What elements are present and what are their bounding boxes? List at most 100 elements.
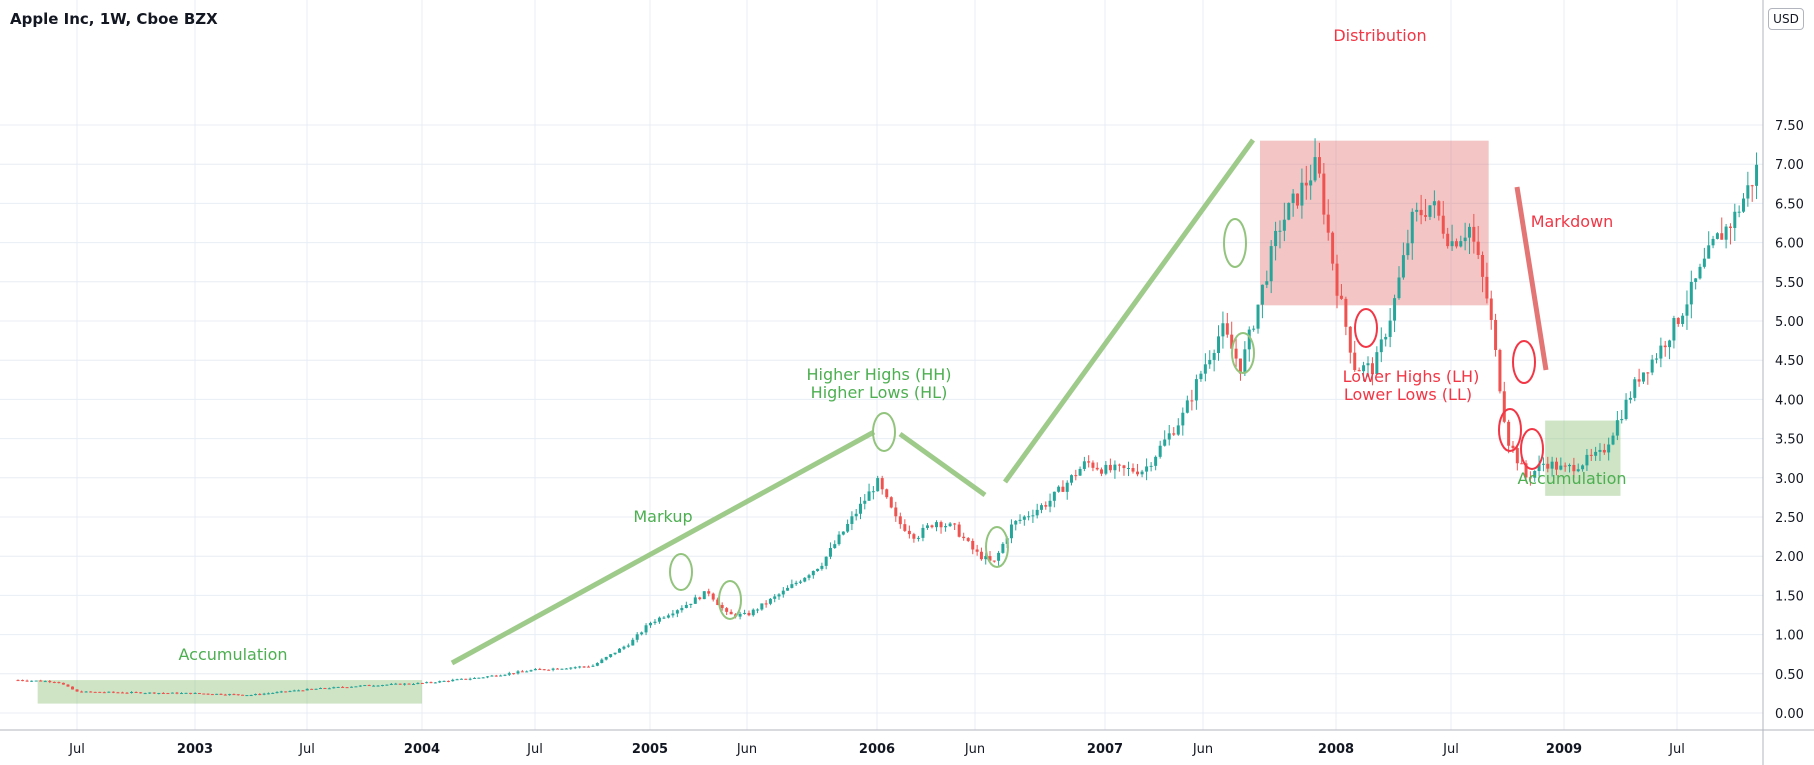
candle-body	[1044, 505, 1048, 507]
candle-body	[1100, 469, 1104, 474]
candle-body	[459, 678, 463, 680]
candle-body	[301, 690, 305, 692]
candle-body	[1344, 298, 1348, 327]
x-tick-label: 2007	[1087, 742, 1123, 757]
candle-body	[241, 694, 245, 696]
x-tick-label: Jul	[1442, 742, 1459, 757]
candle-body	[1563, 465, 1567, 467]
candle-body	[1252, 328, 1256, 330]
candle-body	[1607, 444, 1611, 453]
distribution-zone	[1260, 140, 1489, 306]
candle-body	[1014, 520, 1018, 525]
y-tick-label: 7.00	[1775, 158, 1804, 173]
candle-body	[1317, 157, 1321, 174]
candle-body	[1300, 182, 1304, 206]
candle-body	[824, 556, 828, 566]
higher-low-ellipse	[985, 526, 1009, 568]
candle-body	[219, 693, 223, 695]
candle-body	[1136, 471, 1140, 475]
candle-body	[1108, 464, 1112, 471]
candle-body	[1650, 359, 1654, 373]
candle-body	[1711, 238, 1715, 246]
candle-body	[358, 685, 362, 687]
candle-body	[1247, 329, 1251, 350]
candle-body	[1018, 519, 1022, 521]
candle-body	[503, 674, 507, 676]
candle-body	[1441, 215, 1445, 234]
higher-low-ellipse	[669, 553, 693, 591]
candle-body	[935, 522, 939, 528]
candle-body	[618, 648, 622, 653]
candle-body	[907, 530, 911, 535]
candle-body	[622, 646, 626, 649]
candle-body	[1313, 157, 1317, 181]
candle-body	[1432, 201, 1436, 206]
higher-highs-label: Higher Highs (HH)	[806, 365, 951, 384]
candle-body	[1009, 524, 1013, 539]
candle-body	[1589, 454, 1593, 456]
candle-body	[111, 691, 115, 693]
candle-body	[1113, 464, 1117, 471]
candle-body	[327, 688, 331, 690]
candle-body	[533, 668, 537, 671]
candle-body	[786, 587, 790, 591]
candle-body	[1282, 219, 1286, 231]
candle-body	[1472, 226, 1476, 242]
lower-low-ellipse	[1512, 340, 1536, 384]
candle-body	[885, 489, 889, 498]
x-tick-label: Jun	[1192, 742, 1213, 757]
candle-body	[125, 692, 129, 694]
candle-body	[1082, 461, 1086, 469]
candle-body	[363, 685, 367, 687]
candle-body	[57, 682, 61, 684]
candle-body	[75, 689, 79, 692]
candle-body	[232, 694, 236, 696]
candle-body	[1572, 464, 1576, 472]
candle-body	[871, 491, 875, 493]
candle-body	[916, 537, 920, 539]
candle-body	[1022, 516, 1026, 520]
candle-body	[1265, 281, 1269, 285]
candle-body	[139, 692, 143, 694]
candle-body	[1559, 465, 1563, 470]
candle-body	[1203, 364, 1207, 374]
candle-body	[184, 692, 188, 694]
x-tick-label: 2004	[404, 742, 440, 757]
candle-body	[898, 516, 902, 525]
candle-body	[764, 603, 768, 605]
candle-body	[1476, 241, 1480, 255]
candle-body	[223, 694, 227, 696]
x-tick-label: 2008	[1318, 742, 1354, 757]
candle-body	[43, 681, 47, 683]
markdown-label: Markdown	[1531, 212, 1614, 231]
candle-body	[1401, 255, 1405, 278]
candle-body	[407, 683, 411, 685]
candle-body	[811, 570, 815, 576]
currency-badge[interactable]: USD	[1768, 8, 1804, 30]
lower-lows-label: Lower Lows (LL)	[1344, 385, 1472, 404]
candle-body	[747, 612, 751, 616]
candle-body	[988, 556, 992, 561]
candle-body	[1637, 379, 1641, 382]
candle-body	[297, 690, 301, 692]
candle-body	[751, 609, 755, 616]
candle-body	[962, 536, 966, 539]
candle-body	[249, 695, 253, 697]
candle-body	[1087, 461, 1091, 463]
candle-body	[1602, 449, 1606, 453]
candle-body	[698, 597, 702, 600]
candle-body	[253, 694, 257, 696]
candle-body	[89, 691, 93, 693]
candle-body	[635, 634, 639, 640]
candle-body	[1755, 164, 1759, 186]
candle-body	[292, 690, 296, 692]
candle-body	[1728, 226, 1732, 228]
candle-body	[305, 688, 309, 691]
candle-body	[1031, 515, 1035, 517]
candle-body	[1326, 214, 1330, 233]
candle-body	[1048, 500, 1052, 507]
candle-body	[210, 694, 214, 696]
candle-body	[170, 692, 174, 694]
